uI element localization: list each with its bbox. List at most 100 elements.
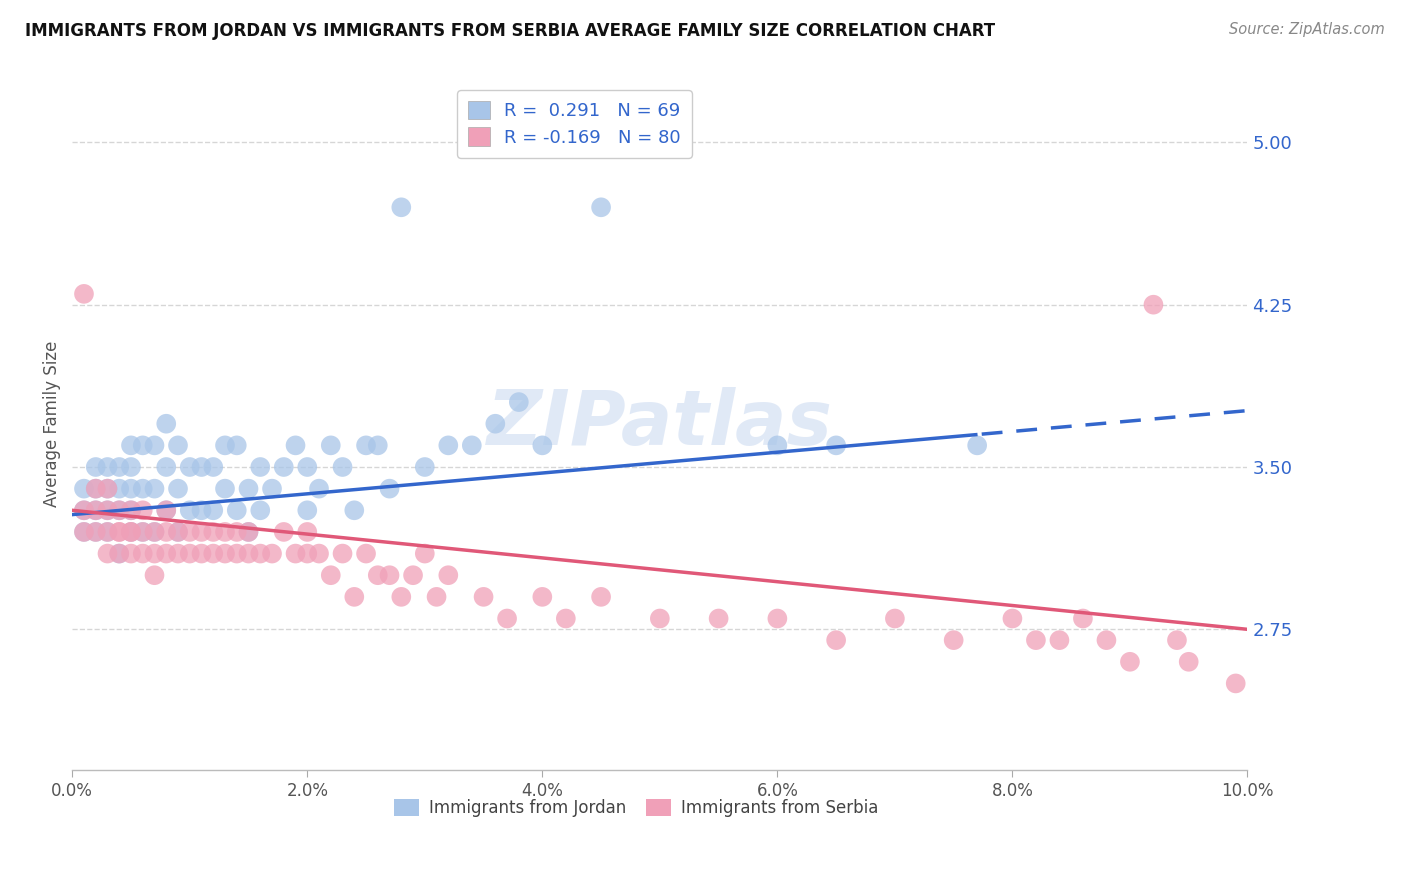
Point: [108, 482, 131, 496]
Point: [143, 568, 166, 582]
Point: [167, 482, 190, 496]
Point: [143, 547, 166, 561]
Point: [143, 438, 166, 452]
Point: [132, 438, 155, 452]
Point: [155, 503, 177, 517]
Point: [425, 590, 447, 604]
Point: [84, 503, 107, 517]
Y-axis label: Average Family Size: Average Family Size: [44, 341, 60, 507]
Point: [214, 524, 236, 539]
Point: [1095, 633, 1118, 648]
Point: [1001, 611, 1024, 625]
Point: [554, 611, 576, 625]
Point: [1119, 655, 1142, 669]
Point: [179, 503, 201, 517]
Point: [108, 503, 131, 517]
Point: [120, 524, 142, 539]
Point: [437, 568, 460, 582]
Point: [190, 503, 212, 517]
Point: [591, 590, 613, 604]
Point: [84, 524, 107, 539]
Point: [202, 524, 225, 539]
Point: [437, 438, 460, 452]
Point: [297, 460, 319, 475]
Point: [308, 547, 330, 561]
Point: [179, 524, 201, 539]
Point: [190, 524, 212, 539]
Point: [319, 568, 342, 582]
Point: [155, 547, 177, 561]
Point: [238, 482, 260, 496]
Point: [472, 590, 495, 604]
Point: [167, 524, 190, 539]
Point: [73, 503, 96, 517]
Point: [167, 547, 190, 561]
Point: [73, 524, 96, 539]
Point: [73, 482, 96, 496]
Point: [825, 438, 848, 452]
Point: [202, 503, 225, 517]
Point: [120, 482, 142, 496]
Point: [308, 482, 330, 496]
Point: [73, 524, 96, 539]
Point: [249, 547, 271, 561]
Point: [378, 482, 401, 496]
Point: [120, 524, 142, 539]
Point: [238, 547, 260, 561]
Point: [108, 547, 131, 561]
Text: Source: ZipAtlas.com: Source: ZipAtlas.com: [1229, 22, 1385, 37]
Point: [389, 590, 412, 604]
Point: [260, 482, 283, 496]
Point: [766, 611, 789, 625]
Point: [531, 590, 554, 604]
Point: [132, 482, 155, 496]
Point: [238, 524, 260, 539]
Point: [143, 524, 166, 539]
Point: [143, 524, 166, 539]
Point: [96, 503, 118, 517]
Point: [132, 503, 155, 517]
Point: [413, 547, 436, 561]
Point: [143, 482, 166, 496]
Point: [120, 438, 142, 452]
Point: [225, 547, 247, 561]
Point: [297, 547, 319, 561]
Point: [354, 547, 377, 561]
Point: [120, 503, 142, 517]
Point: [96, 524, 118, 539]
Point: [343, 503, 366, 517]
Point: [273, 524, 295, 539]
Point: [1177, 655, 1199, 669]
Point: [132, 524, 155, 539]
Point: [225, 524, 247, 539]
Point: [155, 417, 177, 431]
Point: [367, 438, 389, 452]
Point: [96, 503, 118, 517]
Point: [108, 460, 131, 475]
Text: ZIPatlas: ZIPatlas: [486, 387, 832, 461]
Legend: Immigrants from Jordan, Immigrants from Serbia: Immigrants from Jordan, Immigrants from …: [388, 792, 886, 824]
Point: [73, 286, 96, 301]
Point: [1142, 298, 1164, 312]
Point: [96, 460, 118, 475]
Point: [84, 503, 107, 517]
Point: [284, 547, 307, 561]
Point: [461, 438, 484, 452]
Point: [297, 524, 319, 539]
Point: [190, 547, 212, 561]
Point: [389, 200, 412, 214]
Point: [966, 438, 988, 452]
Point: [332, 547, 354, 561]
Point: [73, 503, 96, 517]
Point: [225, 503, 247, 517]
Point: [413, 460, 436, 475]
Point: [202, 460, 225, 475]
Point: [284, 438, 307, 452]
Point: [508, 395, 530, 409]
Point: [766, 438, 789, 452]
Point: [367, 568, 389, 582]
Point: [825, 633, 848, 648]
Point: [120, 524, 142, 539]
Point: [1071, 611, 1094, 625]
Point: [273, 460, 295, 475]
